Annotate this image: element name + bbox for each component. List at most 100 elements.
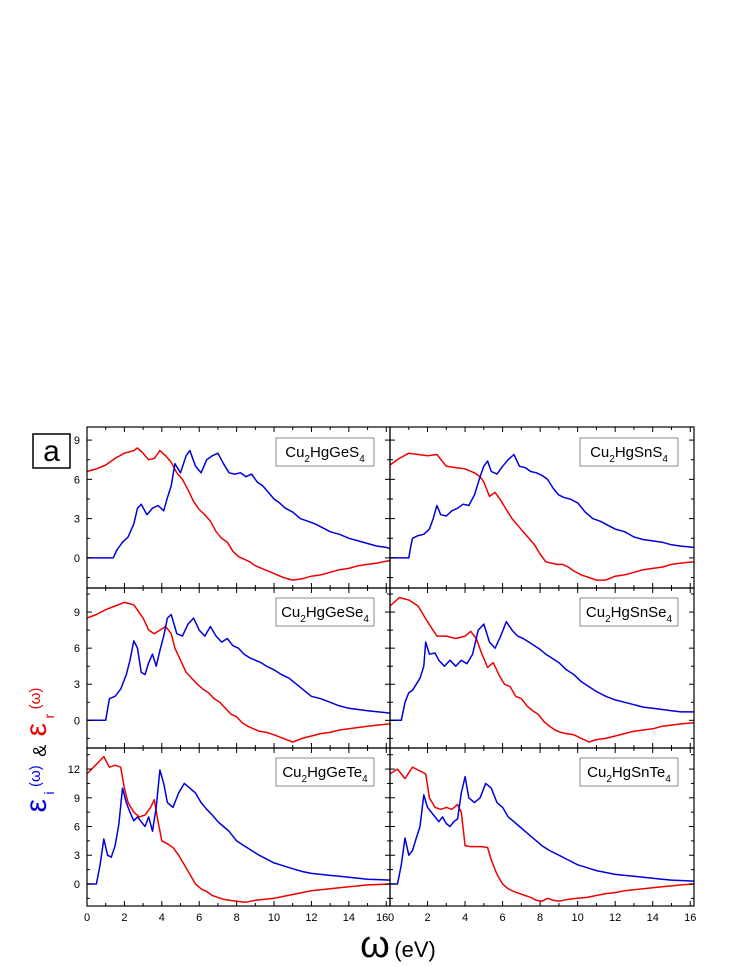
compound-label-part: Cu (281, 604, 300, 621)
series-real-line (86, 601, 391, 743)
compound-label-part: 4 (362, 774, 368, 785)
series-imag-line (390, 620, 694, 722)
y-tick-label: 6 (74, 643, 80, 655)
y-tick-label: 9 (74, 435, 80, 447)
x-label-unit: (eV) (394, 937, 436, 962)
series-imag-line (87, 613, 391, 722)
compound-label: Cu2HgGeS4 (285, 444, 365, 465)
y-tick-label: 0 (74, 715, 80, 727)
y-axis-label: ε i (ω) & ε r (ω) (20, 688, 58, 813)
x-tick-label: 4 (159, 912, 165, 924)
y-tick-label: 3 (74, 679, 80, 691)
compound-label-part: 2 (605, 614, 611, 625)
x-tick-label: 12 (609, 912, 621, 924)
y-label-imag: ε (20, 799, 53, 812)
panel-0-1: Cu2HgSnS4 (389, 426, 695, 589)
panel-1-0: 0 3 6 9 Cu2HgGeSe4 (74, 587, 391, 749)
y-tick-label: 0 (74, 553, 80, 565)
y-label-imag-arg: (ω) (27, 765, 44, 787)
compound-label-part: Cu (590, 444, 609, 461)
series-imag-line (87, 449, 391, 559)
svg-text:ω (eV): ω (eV) (360, 924, 436, 966)
compound-label-part: 4 (363, 614, 369, 625)
compound-label-box (275, 597, 375, 627)
y-tick-label: 12 (68, 764, 80, 776)
x-axis-label: ω (eV) (360, 924, 436, 966)
y-label-real-arg: (ω) (27, 688, 44, 710)
y-label-imag-sub: i (41, 791, 57, 794)
compound-label-part: 2 (302, 774, 308, 785)
panel-1-1: Cu2HgSnSe4 (389, 587, 695, 749)
y-tick-label: 6 (74, 474, 80, 486)
compound-label-part: Cu (586, 604, 605, 621)
series-real-line (389, 596, 695, 743)
compound-label-part: 4 (665, 774, 671, 785)
y-tick-label: 3 (74, 850, 80, 862)
y-tick-label: 9 (74, 793, 80, 805)
compound-label: Cu2HgSnSe4 (586, 604, 673, 625)
x-tick-label: 10 (268, 912, 280, 924)
compound-label: Cu2HgGeTe4 (282, 764, 368, 785)
panel-letter: a (43, 435, 60, 468)
x-tick-label: 16 (684, 912, 696, 924)
x-tick-label: 2 (424, 912, 430, 924)
compound-label-box (579, 597, 679, 627)
y-tick-label: 3 (74, 514, 80, 526)
series-real-line (86, 755, 391, 903)
compound-label-part: HgSnSe (611, 604, 667, 621)
x-tick-label: 10 (572, 912, 584, 924)
series-real-line (389, 452, 695, 581)
x-tick-label: 2 (121, 912, 127, 924)
y-tick-label: 6 (74, 822, 80, 834)
compound-label-part: 4 (359, 454, 365, 465)
compound-label-part: 2 (606, 774, 612, 785)
panel-2-1: 0 2 4 6 8 10 12 14 16 Cu2HgSnTe4 (388, 747, 696, 924)
compound-label-part: HgSnS (615, 444, 663, 461)
compound-label-part: HgSnTe (612, 764, 665, 781)
x-tick-label: 6 (500, 912, 506, 924)
series-real-line (389, 766, 695, 902)
x-tick-label: 6 (196, 912, 202, 924)
x-tick-label: 12 (305, 912, 317, 924)
y-label-amp: & (30, 745, 50, 757)
panel-letter-box: a (32, 433, 71, 469)
compound-label-part: Cu (285, 444, 304, 461)
compound-label-part: 4 (667, 614, 673, 625)
x-tick-label: 14 (343, 912, 355, 924)
compound-label-part: Cu (587, 764, 606, 781)
x-tick-label: 8 (537, 912, 543, 924)
compound-label-part: 2 (304, 454, 310, 465)
compound-label-part: 2 (609, 454, 615, 465)
compound-label-part: 2 (300, 614, 306, 625)
x-tick-label: 8 (234, 912, 240, 924)
x-label-omega: ω (360, 924, 390, 966)
compound-label-part: HgGeTe (307, 764, 362, 781)
compound-label-box (579, 757, 679, 787)
x-tick-label: 16 (376, 912, 388, 924)
series-imag-line (87, 769, 391, 885)
compound-label-part: Cu (282, 764, 301, 781)
compound-label: Cu2HgGeSe4 (281, 604, 369, 625)
y-tick-label: 9 (74, 607, 80, 619)
compound-label-box (579, 437, 679, 467)
panel-0-0: 0 3 6 9 Cu2HgGeS4 (74, 426, 391, 589)
svg-text:ε i (ω) &: ε i (ω) & ε r (ω) (20, 688, 58, 813)
y-label-real: ε (20, 723, 53, 736)
compound-label-part: HgGeS (310, 444, 359, 461)
series-imag-line (390, 453, 695, 559)
x-tick-label: 0 (84, 912, 90, 924)
compound-label-box (275, 437, 375, 467)
compound-label: Cu2HgSnTe4 (587, 764, 671, 785)
compound-label-part: 4 (662, 454, 668, 465)
series-real-line (86, 447, 391, 581)
series-imag-line (390, 775, 695, 885)
x-tick-label: 0 (388, 912, 394, 924)
compound-label-part: HgGeSe (306, 604, 364, 621)
compound-label-box (275, 757, 375, 787)
x-tick-label: 14 (647, 912, 659, 924)
y-tick-label: 0 (74, 879, 80, 891)
y-label-real-sub: r (41, 713, 57, 718)
